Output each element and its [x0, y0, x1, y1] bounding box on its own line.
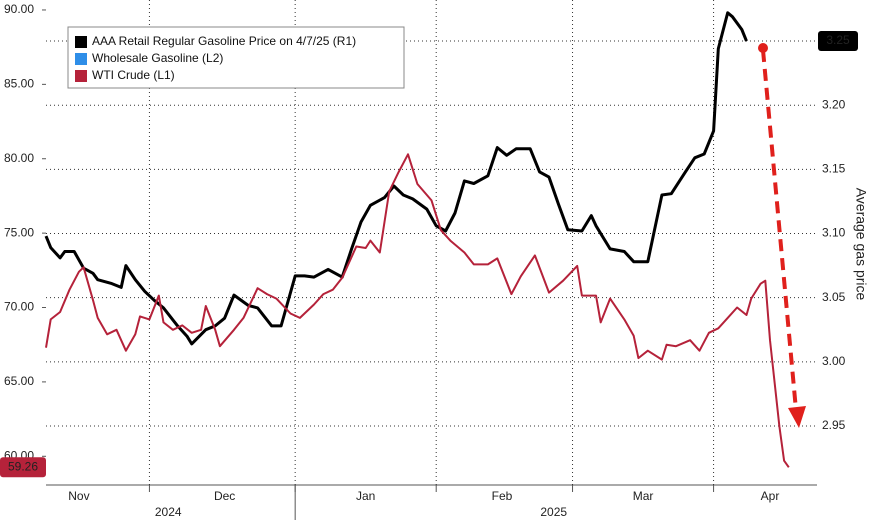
legend-label: Wholesale Gasoline (L2): [92, 51, 223, 65]
year-label: 2025: [540, 505, 567, 519]
y2-tick-label: 3.15: [822, 162, 846, 176]
x-tick-label: Apr: [761, 489, 780, 503]
y2-axis-label: Average gas price: [853, 188, 869, 301]
y-tick-label: 75.00: [4, 225, 34, 239]
legend-swatch: [75, 53, 87, 65]
last-value-label: 3.25: [826, 33, 850, 47]
y2-tick-label: 3.20: [822, 97, 846, 111]
arrow-head: [788, 406, 806, 428]
plot: 3.25 59.26: [0, 11, 858, 478]
x-tick-label: Mar: [633, 489, 654, 503]
x-tick-label: Nov: [68, 489, 89, 503]
legend-swatch: [75, 36, 87, 48]
last-value-box: [818, 31, 858, 52]
x-tick-label: Dec: [214, 489, 235, 503]
legend-label: AAA Retail Regular Gasoline Price on 4/7…: [92, 34, 356, 48]
y-tick-label: 90.00: [4, 2, 34, 16]
y2-tick-label: 3.05: [822, 290, 846, 304]
arrow-start: [758, 43, 768, 53]
y-tick-label: 70.00: [4, 300, 34, 314]
legend: AAA Retail Regular Gasoline Price on 4/7…: [67, 26, 405, 89]
last-value-box: [0, 457, 46, 478]
series-line: [45, 153, 790, 468]
year-label: 2024: [155, 505, 182, 519]
y-tick-label: 80.00: [4, 151, 34, 165]
y2-tick-label: 2.95: [822, 418, 846, 432]
y-tick-label: 65.00: [4, 374, 34, 388]
x-tick-label: Jan: [356, 489, 375, 503]
x-tick-label: Feb: [492, 489, 513, 503]
y-tick-label: 85.00: [4, 77, 34, 91]
y2-tick-label: 3.10: [822, 226, 846, 240]
annotation-arrow: [758, 43, 806, 428]
arrow-shaft: [761, 49, 798, 411]
last-value-label: 59.26: [8, 459, 38, 473]
legend-label: WTI Crude (L1): [92, 68, 175, 82]
series-line: [44, 11, 748, 346]
legend-swatch: [75, 70, 87, 82]
grid: 2.953.003.053.103.153.2060.0065.0070.007…: [4, 0, 846, 520]
y2-tick-label: 3.00: [822, 354, 846, 368]
legend-box: [67, 26, 405, 89]
